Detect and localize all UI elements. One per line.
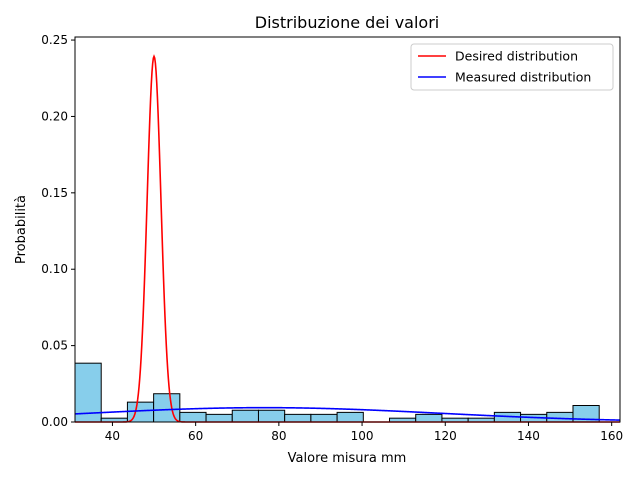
y-axis-label: Probabilità [14,195,29,264]
histogram-bar [310,413,338,423]
chart-title: Distribuzione dei valori [255,13,439,32]
x-tick-label: 60 [188,429,203,443]
distribution-curves [74,54,621,423]
y-tick-label: 0.10 [41,262,68,276]
histogram-bar [257,409,286,423]
histogram-bars [74,362,600,423]
x-tick-label: 120 [434,429,457,443]
x-tick-label: 40 [105,429,120,443]
histogram-bar [126,401,155,423]
legend: Desired distribution Measured distributio… [410,43,614,91]
histogram-bar [546,411,574,423]
y-tick-label: 0.05 [41,339,68,353]
x-tick-label: 160 [600,429,623,443]
plot-frame [74,36,621,423]
legend-box [410,43,614,91]
y-tick-label: 0.25 [41,33,68,47]
x-axis-ticks: 40 60 80 100 120 140 160 [105,422,623,443]
x-tick-label: 140 [517,429,540,443]
histogram-bar [179,411,207,423]
legend-label: Measured distribution [455,70,591,85]
histogram-bar [153,393,181,423]
histogram-bar [205,413,233,423]
histogram-bar [336,411,364,423]
y-tick-label: 0.20 [41,109,68,123]
legend-label: Desired distribution [455,49,578,64]
y-axis-ticks: 0.00 0.05 0.10 0.15 0.20 0.25 [41,33,75,429]
desired-distribution-line [75,54,620,423]
histogram-bar [231,409,259,423]
x-tick-label: 80 [271,429,286,443]
measured-distribution-line [74,406,621,421]
y-tick-label: 0.15 [41,186,68,200]
y-tick-label: 0.00 [41,415,68,429]
x-axis-label: Valore misura mm [288,451,407,466]
histogram-bar [415,413,443,423]
histogram-bar [284,413,312,423]
x-tick-label: 100 [351,429,374,443]
